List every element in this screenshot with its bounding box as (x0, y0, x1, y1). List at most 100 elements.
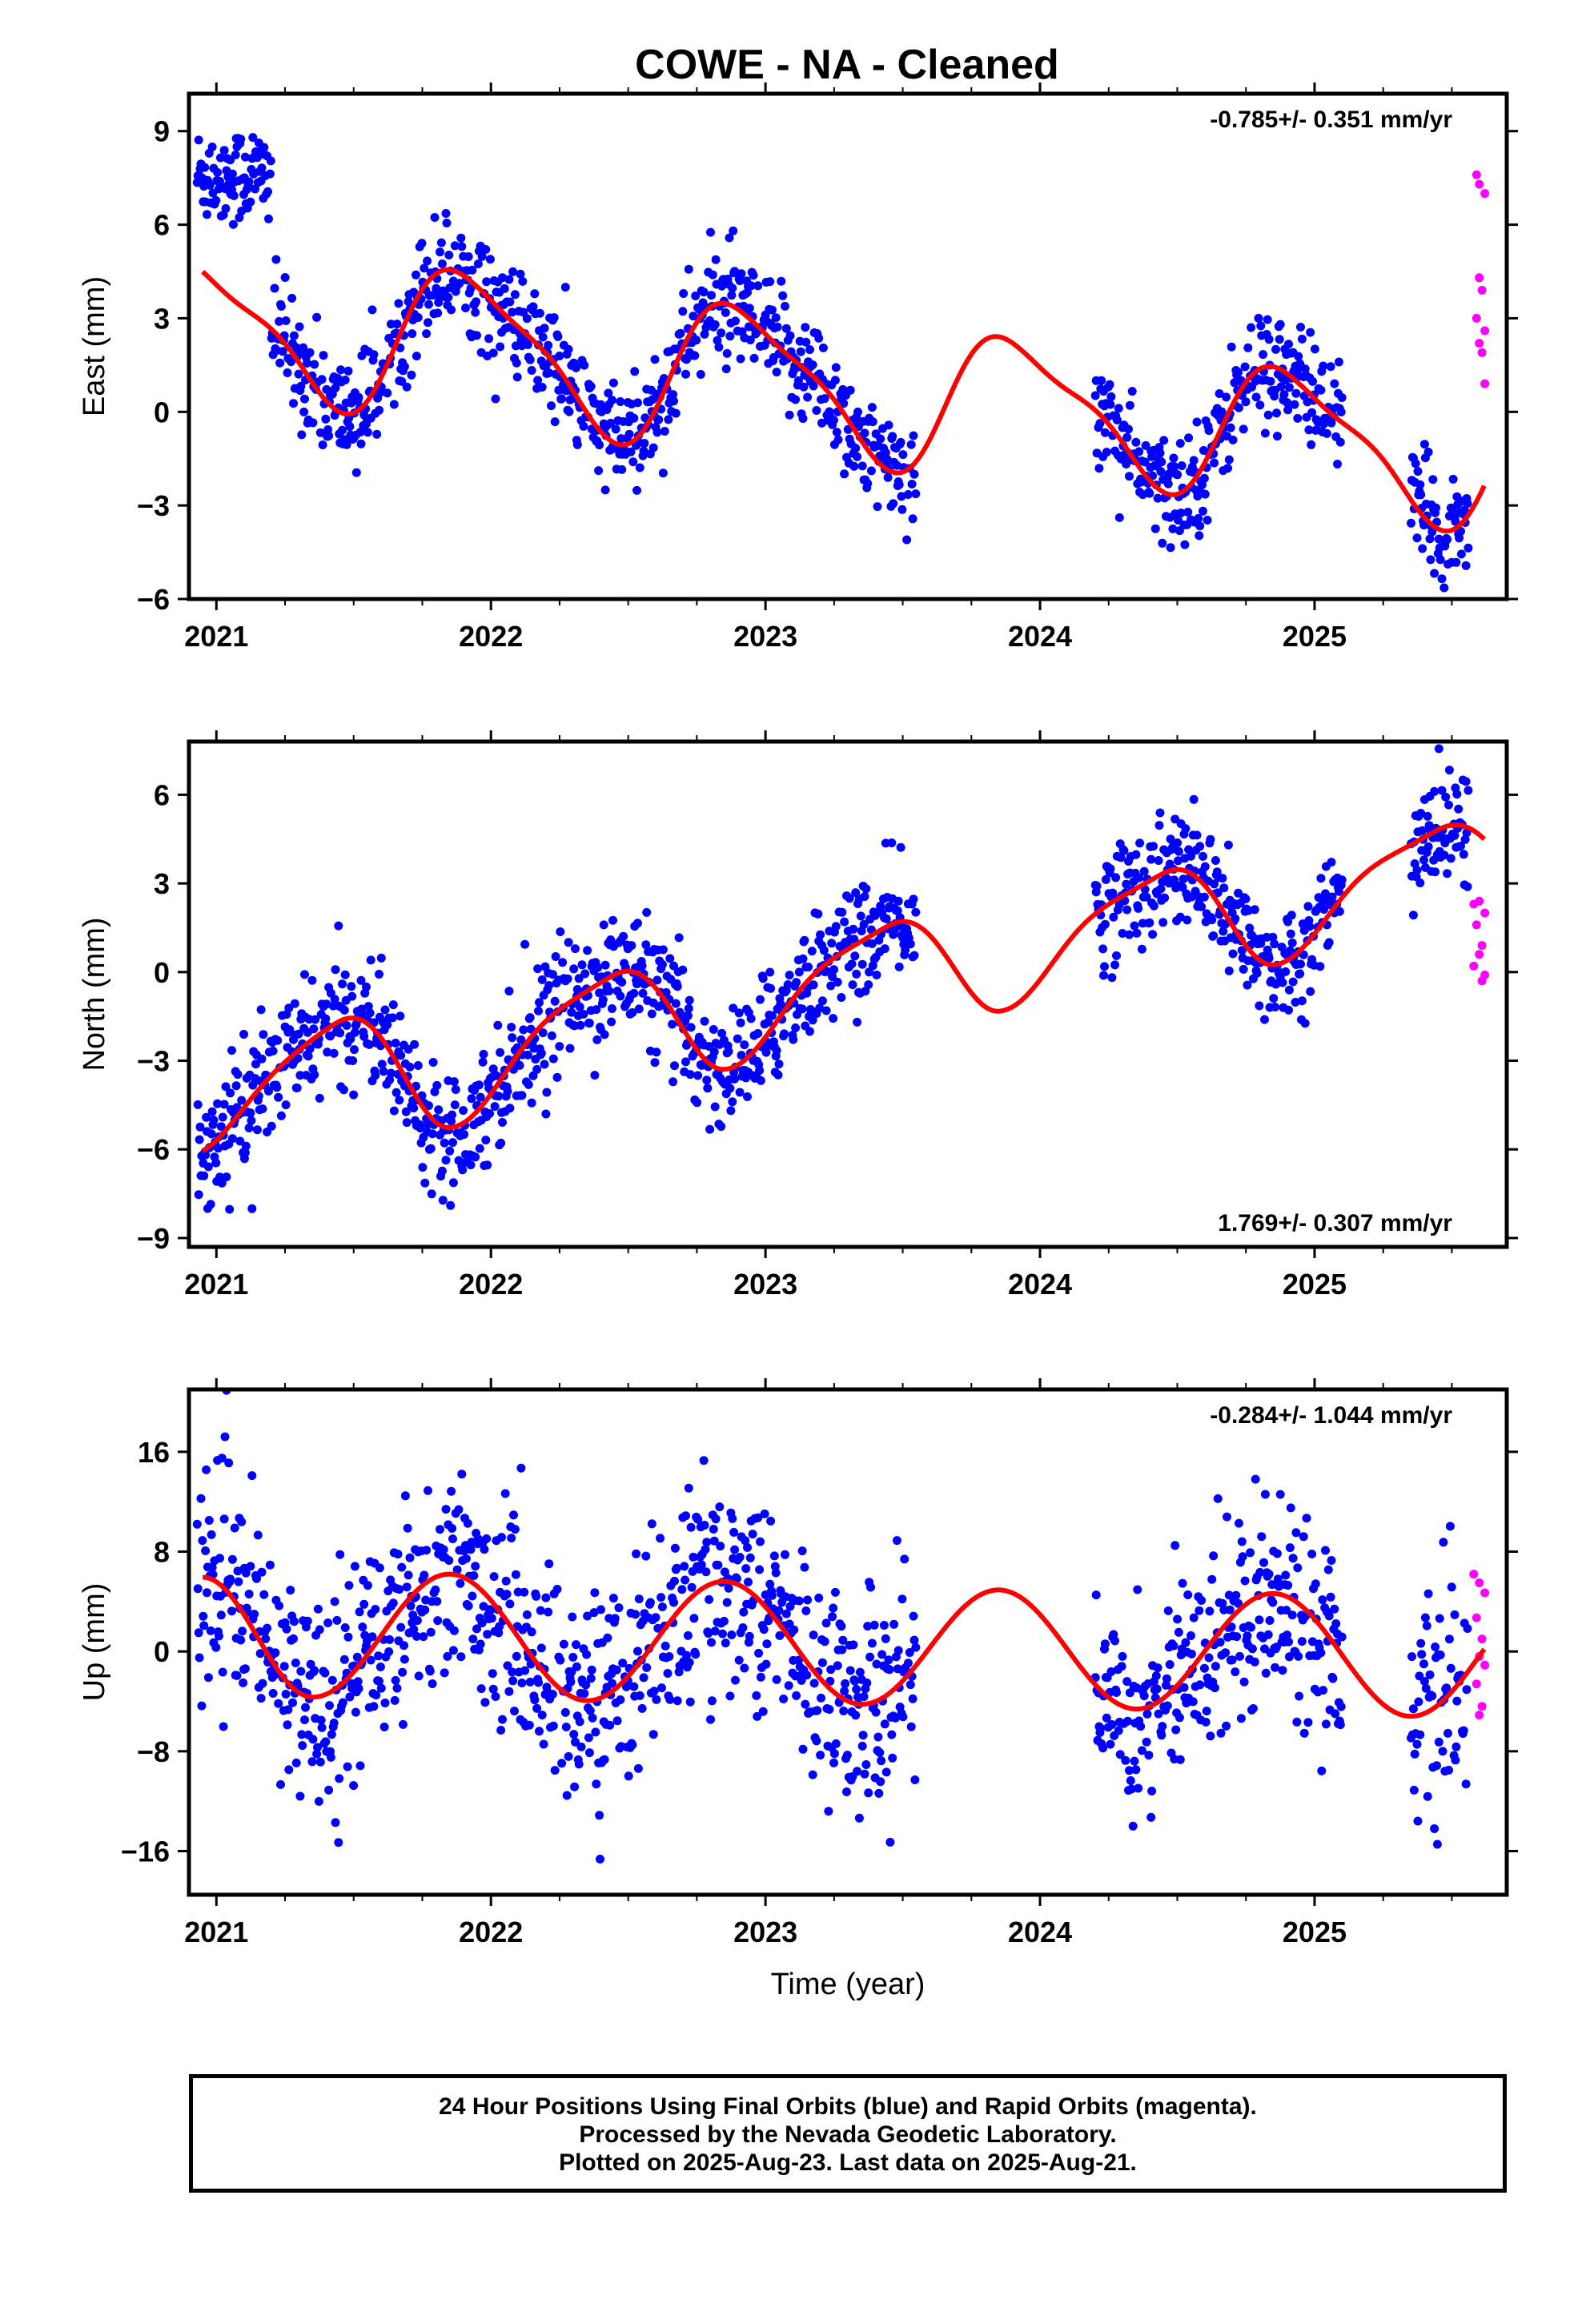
north-final-point (574, 974, 584, 983)
east-final-point (1159, 436, 1169, 445)
up-final-point (734, 1655, 744, 1665)
north-final-point (504, 987, 514, 996)
up-final-point (648, 1730, 658, 1739)
up-final-point (1106, 1667, 1116, 1676)
north-rapid-point (1477, 976, 1487, 986)
east-final-point (1448, 474, 1458, 484)
y-tick-label: −3 (137, 1045, 170, 1078)
north-final-point (674, 933, 684, 943)
up-final-point (1285, 1543, 1295, 1553)
up-final-point (631, 1610, 640, 1619)
east-final-point (457, 242, 467, 251)
up-final-point (1223, 1512, 1231, 1522)
north-final-point (1228, 949, 1238, 959)
east-final-point (271, 255, 281, 264)
up-final-point (226, 1574, 235, 1584)
north-final-point (809, 980, 818, 990)
up-final-point (313, 1743, 322, 1752)
east-final-point (1247, 323, 1256, 332)
up-final-point (1459, 1726, 1468, 1735)
north-final-point (420, 1178, 430, 1188)
up-final-point (716, 1542, 725, 1551)
up-final-point (682, 1651, 691, 1660)
up-final-point (1321, 1546, 1330, 1555)
east-final-point (383, 388, 392, 398)
east-final-point (1145, 489, 1154, 498)
up-final-point (802, 1671, 812, 1680)
up-final-point (403, 1523, 412, 1533)
north-final-point (237, 1096, 247, 1105)
up-rapid-point (1475, 1578, 1484, 1587)
east-final-point (1166, 543, 1175, 553)
up-final-point (327, 1730, 336, 1739)
east-final-point (1195, 521, 1205, 531)
up-final-point (837, 1645, 847, 1655)
north-final-point (364, 1039, 374, 1049)
north-final-point (555, 1042, 564, 1051)
east-final-point (1283, 405, 1293, 415)
east-final-point (211, 195, 221, 205)
north-final-point (203, 1162, 213, 1172)
north-final-point (519, 1025, 528, 1035)
north-final-point (837, 993, 846, 1002)
north-final-point (273, 1035, 283, 1045)
north-final-point (710, 1102, 720, 1112)
up-final-point (1110, 1636, 1120, 1646)
up-final-point (404, 1570, 413, 1580)
north-final-point (1098, 944, 1108, 954)
north-final-point (705, 1124, 715, 1134)
up-final-point (247, 1471, 257, 1481)
north-final-point (1454, 804, 1464, 814)
up-final-point (829, 1758, 838, 1767)
east-final-point (213, 167, 223, 177)
east-model-curve (201, 267, 1487, 534)
north-final-point (206, 1200, 215, 1209)
up-final-point (1321, 1719, 1331, 1729)
up-final-point (670, 1576, 679, 1586)
up-final-point (343, 1762, 352, 1771)
east-final-point (236, 135, 246, 144)
north-final-point (547, 1031, 556, 1040)
north-final-point (599, 920, 608, 930)
up-final-point (885, 1837, 895, 1847)
east-final-point (1251, 392, 1261, 402)
north-final-point (434, 1105, 444, 1115)
north-final-point (448, 1178, 458, 1188)
north-final-point (227, 1134, 237, 1144)
east-final-point (553, 332, 563, 341)
north-final-point (1430, 786, 1439, 796)
up-final-point (447, 1486, 456, 1496)
up-final-point (833, 1661, 842, 1671)
up-final-point (1421, 1683, 1431, 1693)
north-final-point (481, 1136, 491, 1145)
up-final-point (1425, 1670, 1435, 1679)
north-final-point (1178, 883, 1187, 892)
up-final-point (759, 1625, 769, 1634)
up-final-point (1417, 1650, 1427, 1659)
east-final-point (1100, 428, 1110, 437)
y-tick-label: 0 (154, 1635, 170, 1668)
east-final-point (1431, 503, 1440, 513)
north-final-point (1199, 892, 1209, 902)
east-final-point (280, 273, 290, 282)
north-final-point (525, 1013, 535, 1023)
up-final-point (1136, 1722, 1146, 1731)
east-final-point (1150, 524, 1160, 533)
up-final-point (681, 1575, 690, 1585)
north-final-point (467, 1094, 476, 1104)
east-final-point (753, 281, 763, 291)
up-final-point (711, 1514, 721, 1524)
east-final-point (549, 313, 559, 323)
up-final-point (1243, 1631, 1252, 1641)
up-final-point (194, 1628, 203, 1638)
up-final-point (300, 1715, 309, 1725)
up-final-point (1142, 1737, 1151, 1747)
east-final-point (832, 428, 841, 437)
x-tick-label: 2021 (184, 620, 248, 653)
north-final-point (815, 1003, 825, 1013)
east-final-point (785, 410, 794, 420)
east-final-point (820, 394, 829, 404)
up-final-point (257, 1567, 267, 1577)
east-final-point (911, 489, 921, 499)
